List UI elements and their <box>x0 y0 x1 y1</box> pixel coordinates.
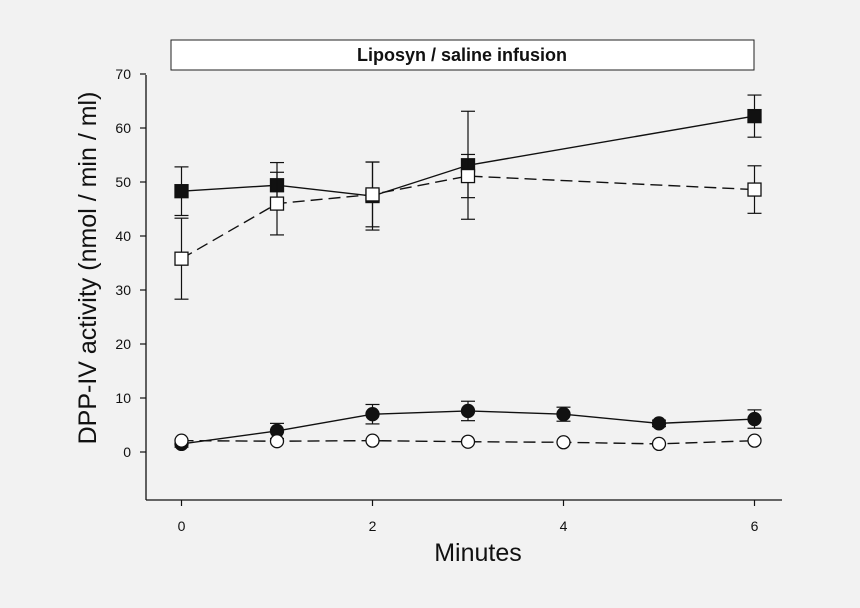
x-tick-label: 4 <box>560 518 568 534</box>
y-tick-label: 50 <box>115 174 131 190</box>
data-point-circle <box>269 434 285 449</box>
data-series <box>174 94 762 452</box>
x-axis-label: Minutes <box>434 539 522 567</box>
data-point-circle <box>651 436 667 452</box>
data-point-circle <box>365 407 380 422</box>
data-point-circle <box>365 433 380 448</box>
axis-ticks: 0 10 20 30 40 50 60 70 0 2 4 6 <box>115 66 758 534</box>
data-point-square <box>269 196 285 211</box>
x-tick-label: 0 <box>178 518 186 534</box>
y-tick-label: 60 <box>115 120 131 136</box>
y-tick-label: 30 <box>115 282 131 298</box>
series-3 <box>174 400 762 452</box>
data-point-circle <box>174 433 189 448</box>
data-point-circle <box>651 416 667 431</box>
y-tick-label: 40 <box>115 228 131 244</box>
data-point-square <box>174 251 189 266</box>
data-point-circle <box>747 433 762 448</box>
x-tick-label: 2 <box>369 518 377 534</box>
data-point-square <box>747 182 762 197</box>
data-point-circle <box>556 407 571 422</box>
data-point-circle <box>460 434 476 449</box>
y-tick-label: 10 <box>115 390 131 406</box>
data-point-square <box>365 187 380 202</box>
data-point-square <box>174 184 189 199</box>
y-tick-label: 20 <box>115 336 131 352</box>
chart-title-box <box>170 39 755 71</box>
series-4 <box>174 433 762 452</box>
data-point-circle <box>747 411 762 427</box>
data-point-square <box>747 108 762 124</box>
data-point-circle <box>556 435 571 450</box>
y-tick-label: 0 <box>123 444 131 460</box>
y-axis-label: DPP-IV activity (nmol / min / ml) <box>74 92 102 445</box>
series-2 <box>174 153 762 300</box>
x-tick-label: 6 <box>751 518 759 534</box>
data-point-square <box>460 168 476 184</box>
chart-title: Liposyn / saline infusion <box>357 45 567 65</box>
y-tick-label: 70 <box>115 66 131 82</box>
data-point-circle <box>460 403 476 419</box>
